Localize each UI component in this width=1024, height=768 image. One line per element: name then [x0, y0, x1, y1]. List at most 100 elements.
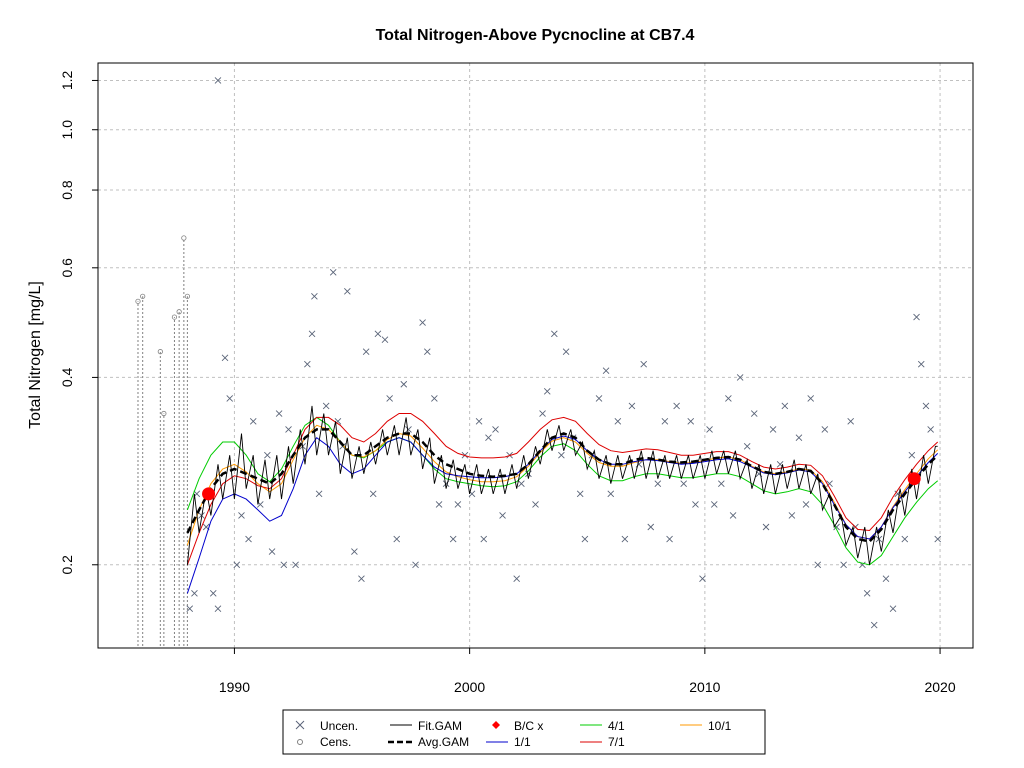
data-point-99 [781, 402, 789, 410]
data-point-44 [431, 395, 438, 402]
data-point-90 [725, 395, 732, 402]
data-point-55 [499, 512, 506, 519]
legend-cens-marker [297, 739, 303, 745]
legend-bc: B/C x [492, 719, 543, 733]
data-point-86 [699, 575, 706, 582]
uncensored-points [186, 77, 942, 629]
series-line-7-1 [186, 413, 939, 565]
data-point-35 [374, 330, 382, 338]
data-point-62 [543, 387, 551, 395]
legend-7-1: 7/1 [580, 735, 625, 749]
data-point-105 [821, 426, 829, 433]
censored-bars [135, 235, 190, 646]
data-point-0 [186, 605, 194, 613]
data-point-30 [344, 288, 351, 295]
censored-point-2 [157, 349, 163, 355]
data-point-100 [788, 512, 796, 519]
data-point-89 [718, 480, 725, 487]
data-point-83 [680, 480, 688, 487]
legend-cens-label: Cens. [320, 735, 351, 749]
data-point-124 [934, 535, 942, 543]
data-point-94 [750, 410, 758, 417]
data-point-19 [285, 426, 292, 433]
data-point-70 [595, 395, 603, 402]
legend-1-1-label: 1/1 [514, 735, 531, 749]
data-point-71 [602, 367, 610, 375]
data-point-51 [475, 418, 483, 425]
data-point-102 [802, 501, 810, 508]
data-point-104 [814, 561, 822, 569]
data-point-92 [736, 374, 744, 381]
data-point-101 [795, 434, 803, 442]
data-point-42 [419, 319, 426, 326]
series-line-avg-gam [186, 428, 939, 543]
censored-point-4 [171, 314, 178, 320]
y-tick-label-1: 0.4 [59, 367, 75, 387]
data-point-122 [922, 402, 930, 410]
legend-bc-label: B/C x [514, 719, 543, 733]
data-point-15 [264, 451, 271, 459]
y-tick-label-2: 0.6 [59, 258, 75, 278]
censored-point-0 [135, 298, 141, 304]
chart-title: Total Nitrogen-Above Pycnocline at CB7.4 [376, 27, 695, 44]
bc-point-0 [202, 487, 216, 501]
data-point-106 [826, 480, 833, 487]
data-point-112 [863, 589, 871, 597]
data-point-23 [308, 330, 316, 338]
legend-7-1-label: 7/1 [608, 735, 625, 749]
data-point-108 [840, 561, 847, 569]
y-axis: 0.2 0.4 0.6 0.8 1.0 1.2 [59, 71, 98, 575]
data-point-5 [209, 589, 217, 597]
data-point-64 [558, 451, 565, 459]
data-point-113 [870, 621, 878, 629]
data-point-58 [518, 480, 525, 487]
y-tick-label-0: 0.2 [59, 555, 75, 575]
data-point-115 [882, 575, 890, 582]
legend-10-1: 10/1 [680, 719, 732, 733]
data-point-32 [358, 575, 365, 582]
data-point-52 [480, 535, 488, 543]
data-point-39 [400, 380, 408, 388]
data-point-13 [249, 418, 257, 425]
data-point-78 [647, 523, 655, 531]
x-tick-label-0: 1990 [219, 679, 250, 695]
data-point-34 [369, 490, 377, 498]
data-point-36 [381, 336, 389, 343]
data-point-118 [901, 535, 909, 543]
data-point-103 [807, 395, 815, 402]
data-point-72 [607, 490, 615, 498]
data-point-85 [692, 501, 699, 508]
legend-fit-gam: Fit.GAM [390, 719, 462, 733]
legend-10-1-label: 10/1 [708, 719, 732, 733]
data-point-48 [454, 501, 462, 508]
data-point-20 [292, 561, 299, 569]
data-point-61 [539, 410, 546, 417]
data-point-59 [525, 470, 532, 478]
data-point-11 [238, 512, 245, 519]
data-point-121 [917, 360, 925, 368]
data-point-119 [908, 451, 916, 459]
x-tick-label-2: 2010 [689, 679, 720, 695]
data-point-40 [405, 426, 412, 433]
legend-4-1: 4/1 [580, 719, 625, 733]
data-point-63 [550, 330, 558, 338]
legend-1-1: 1/1 [486, 735, 531, 749]
data-point-24 [311, 292, 318, 300]
series-line-fit-gam [186, 405, 938, 565]
data-point-38 [393, 535, 401, 543]
data-point-18 [280, 561, 288, 569]
data-point-97 [769, 426, 777, 433]
censored-point-5 [176, 309, 182, 315]
legend-4-1-label: 4/1 [608, 719, 625, 733]
legend-uncen: Uncen. [295, 719, 358, 733]
y-tick-label-3: 0.8 [59, 180, 75, 200]
data-point-10 [233, 561, 241, 569]
data-point-22 [304, 360, 311, 368]
data-point-87 [706, 426, 713, 433]
data-point-57 [513, 575, 521, 582]
legend-fit-gam-label: Fit.GAM [418, 719, 462, 733]
data-point-41 [412, 561, 419, 569]
data-point-25 [315, 490, 323, 498]
data-point-45 [435, 501, 443, 508]
